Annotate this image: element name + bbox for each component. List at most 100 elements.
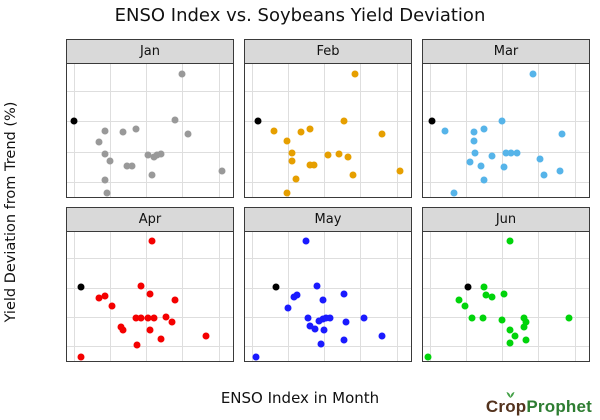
sprout-icon bbox=[506, 392, 515, 398]
gridline-y bbox=[423, 121, 589, 123]
data-point bbox=[270, 127, 278, 135]
gridline-y bbox=[67, 287, 233, 289]
facet-cell-apr: Apr-2-101220100-10 bbox=[66, 207, 234, 362]
data-point bbox=[522, 336, 530, 344]
data-point bbox=[148, 171, 156, 179]
data-point bbox=[480, 125, 488, 133]
data-point bbox=[488, 293, 496, 300]
facet-panel-jan: 20100-10 bbox=[66, 63, 234, 198]
x-axis-title: ENSO Index in Month bbox=[220, 389, 380, 407]
data-point bbox=[479, 314, 487, 322]
data-point bbox=[297, 128, 305, 136]
facet-panel-may: -2-1012 bbox=[244, 231, 412, 362]
data-point bbox=[103, 189, 111, 197]
logo-text-prophet: Prophet bbox=[526, 397, 592, 416]
gridline-x bbox=[360, 64, 362, 197]
y-axis-title: Yield Deviation from Trend (%) bbox=[3, 101, 19, 323]
facet-strip-mar: Mar bbox=[422, 39, 590, 63]
data-point bbox=[466, 158, 474, 166]
data-point bbox=[319, 296, 327, 304]
data-point bbox=[101, 150, 109, 158]
gridline-x bbox=[288, 232, 290, 361]
facet-strip-apr: Apr bbox=[66, 207, 234, 231]
data-point bbox=[529, 70, 537, 78]
data-point bbox=[480, 176, 488, 184]
gridline-x bbox=[502, 64, 504, 197]
facet-strip-jan: Jan bbox=[66, 39, 234, 63]
data-point bbox=[556, 167, 564, 175]
data-point bbox=[513, 149, 521, 157]
facet-cell-jan: Jan20100-10 bbox=[66, 39, 234, 198]
data-point bbox=[202, 332, 210, 340]
gridline-x bbox=[360, 232, 362, 361]
gridline-y bbox=[245, 287, 411, 289]
data-point bbox=[378, 130, 386, 138]
data-point bbox=[95, 294, 103, 302]
data-point bbox=[106, 157, 114, 165]
gridline-x bbox=[182, 232, 184, 361]
gridline-x bbox=[574, 232, 576, 361]
gridline-x bbox=[538, 232, 540, 361]
data-point bbox=[148, 237, 156, 245]
data-point bbox=[315, 317, 323, 325]
data-point bbox=[565, 314, 573, 322]
gridline-y bbox=[423, 317, 589, 319]
data-point bbox=[288, 157, 296, 165]
data-point bbox=[311, 325, 319, 333]
data-point bbox=[522, 318, 530, 326]
data-point bbox=[119, 128, 127, 136]
data-point bbox=[119, 326, 127, 334]
data-point bbox=[455, 296, 463, 304]
data-point bbox=[288, 149, 296, 157]
facet-cell-feb: Feb bbox=[244, 39, 412, 198]
data-point bbox=[144, 151, 152, 159]
facet-strip-may: May bbox=[244, 207, 412, 231]
gridline-x bbox=[74, 232, 76, 361]
highlight-point bbox=[272, 283, 280, 291]
data-point bbox=[536, 155, 544, 163]
data-point bbox=[310, 161, 318, 169]
data-point bbox=[471, 149, 479, 157]
gridline-x bbox=[218, 232, 220, 361]
data-point bbox=[293, 291, 301, 299]
data-point bbox=[351, 70, 359, 78]
facet-panel-jun: -2-1012 bbox=[422, 231, 590, 362]
data-point bbox=[178, 70, 186, 78]
data-point bbox=[450, 189, 458, 197]
data-point bbox=[162, 313, 170, 321]
data-point bbox=[101, 176, 109, 184]
data-point bbox=[108, 302, 116, 310]
data-point bbox=[168, 318, 176, 326]
gridline-y bbox=[67, 181, 233, 183]
data-point bbox=[506, 339, 514, 347]
facet-cell-jun: Jun-2-1012 bbox=[422, 207, 590, 362]
gridline-x bbox=[466, 232, 468, 361]
data-point bbox=[132, 314, 140, 322]
highlight-point bbox=[77, 283, 85, 291]
gridline-y bbox=[67, 91, 233, 93]
data-point bbox=[326, 314, 334, 322]
gridline-y bbox=[67, 121, 233, 123]
data-point bbox=[540, 171, 548, 179]
gridline-x bbox=[430, 232, 432, 361]
gridline-x bbox=[396, 64, 398, 197]
data-point bbox=[133, 341, 141, 349]
data-point bbox=[506, 237, 514, 245]
gridline-y bbox=[245, 258, 411, 260]
data-point bbox=[319, 315, 327, 323]
facet-cell-mar: Mar bbox=[422, 39, 590, 198]
data-point bbox=[511, 332, 519, 340]
data-point bbox=[558, 130, 566, 138]
logo-text-crop: Cro p bbox=[486, 392, 526, 416]
data-point bbox=[144, 314, 152, 322]
data-point bbox=[150, 153, 158, 161]
facet-cell-may: May-2-1012 bbox=[244, 207, 412, 362]
gridline-y bbox=[245, 121, 411, 123]
gridline-x bbox=[182, 64, 184, 197]
data-point bbox=[101, 292, 109, 300]
data-point bbox=[302, 237, 310, 245]
data-point bbox=[470, 128, 478, 136]
data-point bbox=[146, 326, 154, 334]
data-point bbox=[500, 163, 508, 171]
